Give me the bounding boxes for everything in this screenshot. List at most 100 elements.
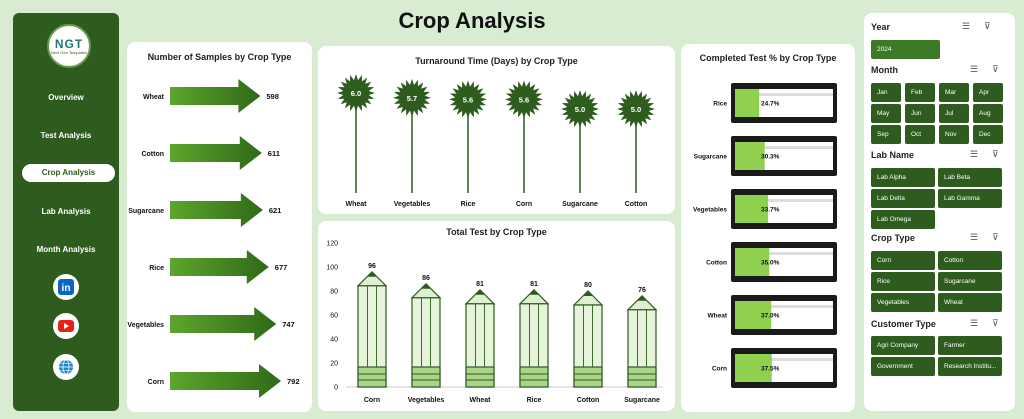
completed-bar (731, 83, 837, 123)
total-category-label: Wheat (470, 397, 492, 404)
sample-category-label: Wheat (143, 94, 165, 101)
nav-month-analysis[interactable]: Month Analysis (36, 245, 96, 254)
nav-lab-analysis[interactable]: Lab Analysis (41, 207, 91, 216)
svg-text:in: in (62, 283, 71, 294)
filter-lab-title: Lab Name (871, 150, 915, 160)
filter-customer-option[interactable]: Agri Company (871, 336, 935, 355)
completed-category-label: Rice (713, 101, 727, 108)
filter-lab-option[interactable]: Lab Beta (938, 168, 1002, 187)
filter-lab-option[interactable]: Lab Omega (871, 210, 935, 229)
filter-month-option[interactable]: Apr (973, 83, 1003, 102)
filter-month-option[interactable]: Feb (905, 83, 935, 102)
clear-filter-icon[interactable]: ⊽ (992, 149, 999, 159)
completed-title: Completed Test % by Crop Type (699, 53, 837, 63)
completed-value-label: 37.0% (761, 313, 780, 320)
completed-bar (731, 189, 837, 229)
total-category-label: Sugarcane (624, 397, 660, 404)
multi-select-icon[interactable]: ☰ (970, 318, 979, 328)
total-ytick-label: 0 (334, 385, 338, 392)
total-ytick-label: 80 (330, 289, 338, 296)
turnaround-marker (561, 90, 599, 128)
clear-filter-icon[interactable]: ⊽ (992, 64, 999, 74)
total-ytick-label: 60 (330, 313, 338, 320)
turnaround-marker (449, 80, 487, 119)
logo-subtext: Next Gen Templates (50, 49, 88, 55)
multi-select-icon[interactable]: ☰ (970, 149, 979, 159)
youtube-button[interactable] (53, 313, 79, 339)
youtube-icon (58, 320, 74, 332)
completed-bar (731, 136, 837, 176)
sample-value-label: 747 (282, 320, 295, 329)
filter-month-option[interactable]: Sep (871, 125, 901, 144)
turnaround-marker (337, 74, 375, 112)
total-value-label: 96 (368, 263, 376, 270)
filter-customer-option[interactable]: Farmer (938, 336, 1002, 355)
sample-bar (170, 136, 262, 170)
total-value-label: 86 (422, 275, 430, 282)
multi-select-icon[interactable]: ☰ (970, 232, 979, 242)
filter-crop-option[interactable]: Wheat (938, 293, 1002, 312)
filter-month-option[interactable]: Jun (905, 104, 935, 123)
nav-overview[interactable]: Overview (48, 93, 84, 102)
filter-month-option[interactable]: Dec (973, 125, 1003, 144)
completed-category-label: Wheat (708, 313, 728, 320)
nav-test-analysis[interactable]: Test Analysis (40, 131, 92, 140)
completed-category-label: Corn (712, 366, 727, 373)
completed-chart: Rice 24.7% Sugarcane 30.3% Vegetables 33.7% Co… (693, 83, 837, 388)
filter-lab-option[interactable]: Lab Gamma (938, 189, 1002, 208)
website-button[interactable] (53, 354, 79, 380)
clear-filter-icon[interactable]: ⊽ (984, 21, 991, 31)
sample-bar (170, 364, 281, 398)
filter-month-option[interactable]: Oct (905, 125, 935, 144)
total-bar (518, 288, 550, 388)
clear-filter-icon[interactable]: ⊽ (992, 232, 999, 242)
total-value-label: 80 (584, 282, 592, 289)
total-chart: 120 100 80 60 40 20 0 96 Corn 86 Vegetables 81 Wheat… (326, 241, 663, 404)
total-value-label: 81 (530, 281, 538, 288)
linkedin-button[interactable]: in (53, 274, 79, 300)
completed-category-label: Vegetables (693, 207, 727, 214)
filter-month-option[interactable]: Jul (939, 104, 969, 123)
filter-customer-option[interactable]: Government (871, 357, 935, 376)
filter-crop-option[interactable]: Rice (871, 272, 935, 291)
sample-value-label: 792 (287, 377, 300, 386)
turnaround-title: Turnaround Time (Days) by Crop Type (415, 56, 578, 66)
filter-month-option[interactable]: Jan (871, 83, 901, 102)
completed-value-label: 35.0% (761, 260, 780, 267)
total-ytick-label: 120 (326, 241, 338, 248)
nav-crop-analysis[interactable]: Crop Analysis (22, 164, 115, 182)
turnaround-value-label: 6.0 (351, 89, 361, 98)
sidebar (13, 13, 119, 411)
filter-month-option[interactable]: Nov (939, 125, 969, 144)
samples-title: Number of Samples by Crop Type (147, 52, 292, 62)
filter-month-option[interactable]: Mar (939, 83, 969, 102)
filter-crop-option[interactable]: Corn (871, 251, 935, 270)
filter-crop-option[interactable]: Vegetables (871, 293, 935, 312)
turnaround-marker (617, 90, 655, 128)
filter-crop-option[interactable]: Sugarcane (938, 272, 1002, 291)
filter-month-option[interactable]: May (871, 104, 901, 123)
filter-customer-option[interactable]: Research Institu... (938, 357, 1002, 376)
turnaround-category-label: Cotton (625, 201, 648, 208)
clear-filter-icon[interactable]: ⊽ (992, 318, 999, 328)
filter-lab-option[interactable]: Lab Delta (871, 189, 935, 208)
filter-crop-option[interactable]: Cotton (938, 251, 1002, 270)
logo-text: NGT (54, 36, 84, 51)
completed-value-label: 33.7% (761, 207, 780, 214)
total-value-label: 81 (476, 281, 484, 288)
filter-lab-option[interactable]: Lab Alpha (871, 168, 935, 187)
turnaround-category-label: Vegetables (394, 201, 431, 208)
total-ytick-label: 40 (330, 337, 338, 344)
turnaround-chart: 6.0 Wheat 5.7 Vegetables 5.6 Rice 5.6 Corn 5.0 Su… (337, 74, 655, 208)
logo: NGT Next Gen Templates (47, 24, 91, 68)
filter-month-option[interactable]: Aug (973, 104, 1003, 123)
turnaround-value-label: 5.6 (519, 95, 529, 104)
filter-year-option[interactable]: 2024 (871, 40, 940, 59)
total-value-label: 76 (638, 287, 646, 294)
filter-customer-title: Customer Type (871, 319, 936, 329)
total-title: Total Test by Crop Type (446, 227, 547, 237)
multi-select-icon[interactable]: ☰ (970, 64, 979, 74)
sample-value-label: 677 (275, 263, 288, 272)
multi-select-icon[interactable]: ☰ (962, 21, 971, 31)
sample-category-label: Vegetables (127, 322, 164, 329)
